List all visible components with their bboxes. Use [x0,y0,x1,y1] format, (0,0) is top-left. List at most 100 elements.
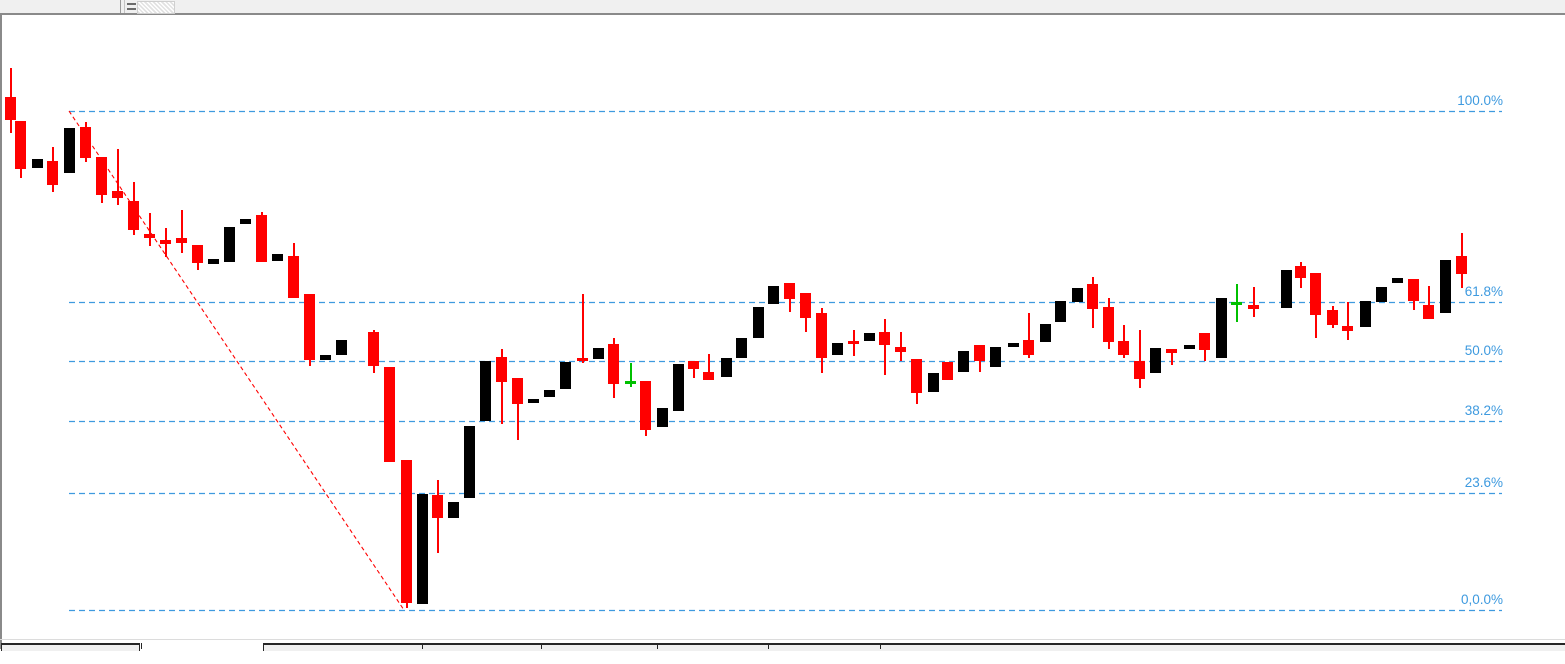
candle-body [577,358,588,361]
candle-body [304,294,315,360]
toolbar-divider [120,0,121,13]
candle-body [1392,278,1403,283]
candle-body [1184,345,1195,349]
candle-body [1087,284,1098,309]
fib-level-label: 23.6% [1464,475,1503,490]
candle-body [208,259,219,264]
candle-body [448,502,459,518]
candle-body [942,362,953,380]
candle-body [80,127,91,158]
candle-body [1423,305,1434,319]
candle-body [816,313,827,358]
candle-body [1376,287,1387,302]
candle-body [528,399,539,403]
time-axis-tick [768,645,769,649]
candle-body [192,245,203,263]
candle-body [128,201,139,230]
toolbar-divider [124,0,125,13]
candle-body [432,495,443,518]
chart-drawing-layer [68,110,1502,612]
fib-trendline[interactable] [68,110,405,611]
candle-wick [899,332,902,361]
time-axis-tick [657,645,658,649]
chart-window[interactable]: 100.0% 61.8% 50.0% 38.2% 23.6% 0,0.0% [0,15,1565,649]
candle-body [1040,324,1051,342]
candle-body [721,358,732,377]
candle-body [256,215,267,262]
candle-wick [500,349,503,424]
candle-body [990,347,1001,367]
candle-body [879,332,890,345]
candle-body [958,351,969,372]
candle-body [1231,302,1242,305]
candle-wick [116,149,119,205]
candle-body [1023,340,1034,355]
candle-body [688,361,699,369]
time-axis-tick [422,645,423,649]
candle-body [1440,260,1451,313]
candle-body [911,359,922,393]
candle-wick [1427,286,1430,319]
candle-body [736,338,747,358]
candle-body [1295,266,1306,278]
bottom-time-axis-fragment[interactable] [263,643,1565,651]
candle-body [417,494,428,604]
toolbar-grip-icon[interactable] [127,3,136,11]
candle-body [1008,343,1019,347]
candle-body [288,256,299,298]
candle-wick [180,210,183,253]
candle-body [1199,333,1210,350]
candle-wick [581,294,584,363]
candle-body [832,343,843,355]
candle-body [864,333,875,341]
candle-body [320,355,331,360]
candle-wick [707,354,710,380]
fib-level-label: 0,0.0% [1460,592,1503,607]
candle-body [608,344,619,384]
candle-body [512,378,523,404]
candle-body [384,367,395,462]
candle-body [1072,288,1083,302]
candle-body [160,240,171,244]
candle-body [464,426,475,498]
bottom-window-fragment-left[interactable] [1,643,140,651]
candle-wick [1346,302,1349,340]
candle-body [848,341,859,344]
candle-body [368,332,379,366]
candle-body [112,191,123,198]
candle-body [5,97,16,120]
fib-level-label: 61.8% [1464,284,1503,299]
candle-body [176,238,187,243]
chart-bottom-hairline [0,639,1565,640]
fib-level-label: 100.0% [1457,93,1503,108]
candle-body [1166,349,1177,353]
candle-body [64,128,75,173]
candle-body [544,390,555,397]
toolbar-hatched-placeholder[interactable] [137,1,175,14]
candle-body [1103,307,1114,342]
candle-body [1360,301,1371,327]
candle-body [753,307,764,338]
candle-body [144,234,155,238]
candle-body [1248,305,1259,309]
candle-body [1408,279,1419,301]
candle-body [974,345,985,361]
time-axis-tick [541,645,542,649]
candle-body [272,254,283,261]
candle-body [96,157,107,195]
candle-wick [1138,330,1141,388]
fib-level-label: 38.2% [1464,403,1503,418]
candle-body [800,293,811,318]
candle-wick [1027,313,1030,358]
candle-body [1216,298,1227,358]
candle-body [240,219,251,224]
candle-body [1456,256,1467,274]
candle-body [593,348,604,359]
candle-body [32,159,43,168]
candle-wick [692,361,695,378]
candle-wick [1170,349,1173,365]
candle-body [1134,361,1145,379]
candle-body [895,347,906,352]
candle-body [1118,341,1129,355]
candle-body [496,357,507,382]
